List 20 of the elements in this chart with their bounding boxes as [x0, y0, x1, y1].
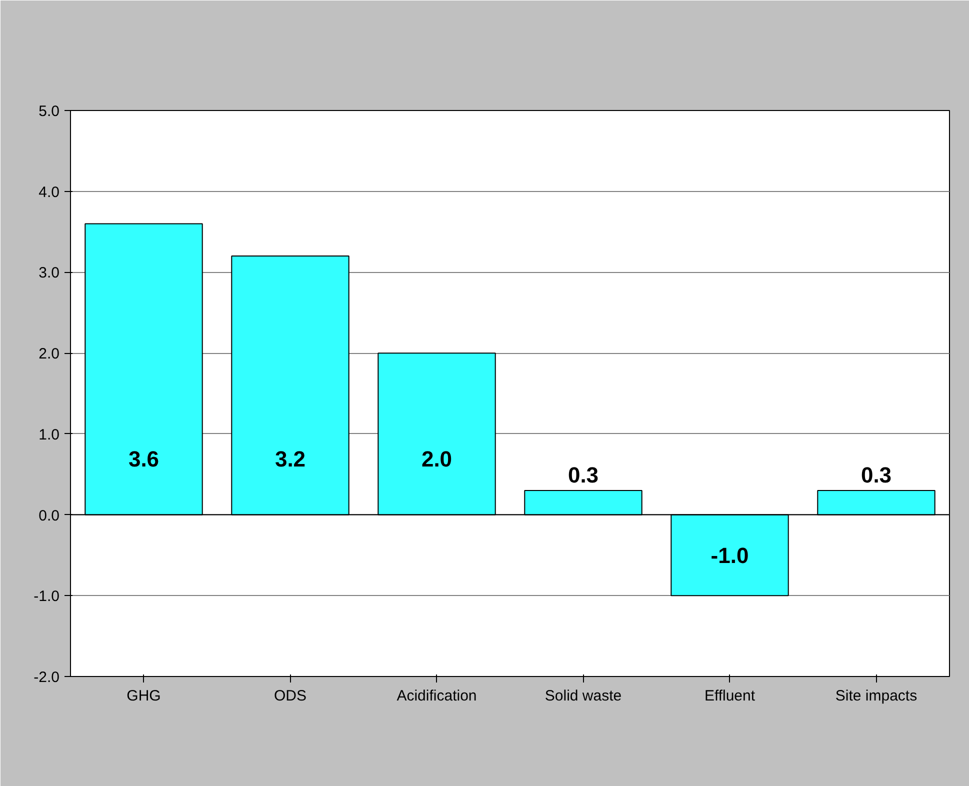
- x-tick-label: Solid waste: [544, 688, 622, 704]
- data-label: 0.3: [860, 462, 892, 488]
- data-label: 3.2: [274, 446, 306, 472]
- y-tick-label: 3.0: [38, 264, 60, 282]
- y-tick-label: 4.0: [38, 184, 60, 201]
- data-label: 3.6: [128, 446, 160, 472]
- y-tick-label: 0.0: [38, 507, 60, 524]
- x-tick-label: Acidification: [396, 688, 477, 704]
- y-tick-label: 2.0: [38, 346, 60, 363]
- x-tick-label: ODS: [274, 688, 307, 704]
- x-tick-label: Site impacts: [835, 688, 918, 704]
- y-tick-label: -2.0: [34, 669, 60, 686]
- data-label: 2.0: [421, 446, 452, 472]
- y-tick-label: -1.0: [34, 588, 60, 606]
- y-tick-label: 5.0: [38, 103, 60, 120]
- x-tick-label: GHG: [126, 688, 161, 704]
- x-tick-label: Effluent: [704, 688, 756, 704]
- data-label: 0.3: [568, 462, 599, 488]
- y-tick-label: 1.0: [38, 426, 60, 444]
- data-label: -1.0: [710, 543, 749, 568]
